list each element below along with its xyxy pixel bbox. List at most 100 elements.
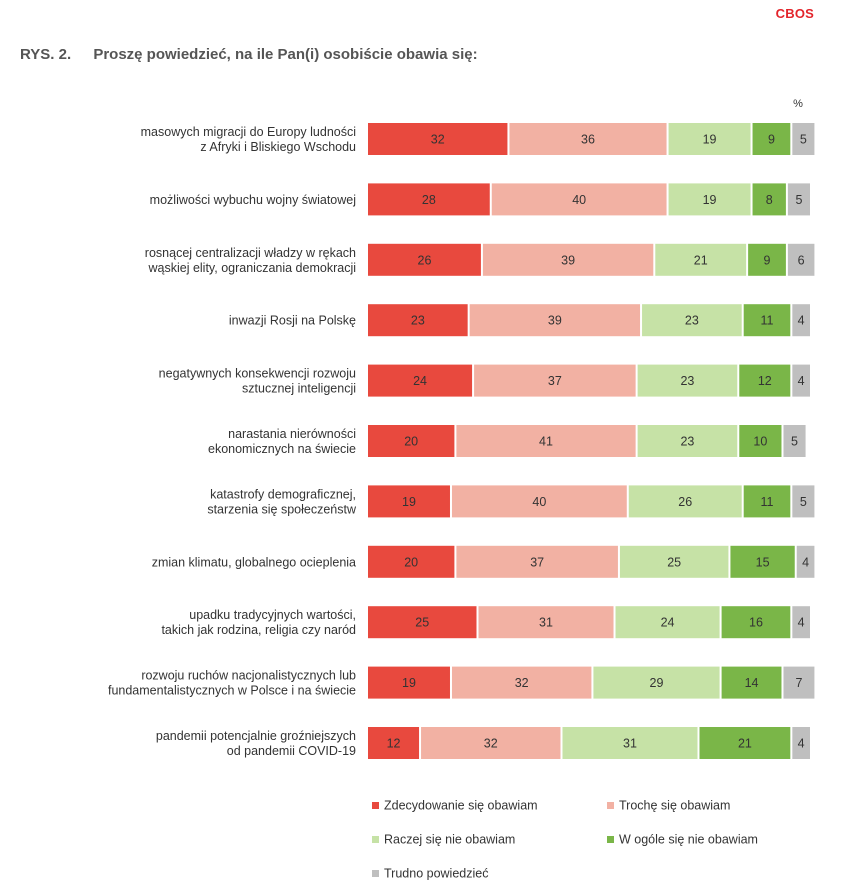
segment-value-label: 5 xyxy=(800,495,807,509)
segment-value-label: 19 xyxy=(703,133,717,147)
bar-segment xyxy=(368,183,490,216)
bar-segment xyxy=(482,243,654,276)
bar-segment xyxy=(787,183,810,216)
segment-value-label: 4 xyxy=(802,555,809,569)
bar-segment xyxy=(655,243,747,276)
bar-segment xyxy=(491,183,667,216)
segment-value-label: 26 xyxy=(418,253,432,267)
bar-segment xyxy=(368,666,450,699)
legend-swatch xyxy=(372,836,379,843)
segment-value-label: 4 xyxy=(798,737,805,751)
bar-segment xyxy=(368,243,481,276)
segment-value-label: 4 xyxy=(798,616,805,630)
segment-value-label: 39 xyxy=(561,253,575,267)
category-label: narastania nierówności ekonomicznych na ś… xyxy=(208,427,356,456)
segment-value-label: 31 xyxy=(623,737,637,751)
bar-segment xyxy=(743,485,791,518)
legend-swatch xyxy=(372,870,379,877)
bar-segment xyxy=(368,123,508,155)
bar-segment xyxy=(637,364,738,397)
segment-value-label: 11 xyxy=(761,314,774,328)
bar-segment xyxy=(792,727,810,759)
segment-value-label: 8 xyxy=(766,193,773,207)
bar-segment xyxy=(743,304,791,337)
segment-value-label: 4 xyxy=(798,314,805,328)
segment-value-label: 32 xyxy=(431,133,445,147)
unit-label: % xyxy=(793,98,803,110)
bar-segment xyxy=(421,727,561,759)
bar-segment xyxy=(730,545,795,578)
bar-segment xyxy=(451,485,627,518)
segment-value-label: 36 xyxy=(581,133,595,147)
bar-segment xyxy=(721,606,791,639)
segment-value-label: 9 xyxy=(768,133,775,147)
bar-segment xyxy=(739,425,782,457)
bar-segment xyxy=(748,243,786,276)
bar-segment xyxy=(787,243,815,276)
legend-label: Raczej się nie obawiam xyxy=(384,833,515,847)
bar-segment xyxy=(368,606,477,639)
bar-segment xyxy=(752,183,786,216)
segment-value-label: 21 xyxy=(694,253,708,267)
segment-value-label: 14 xyxy=(745,676,759,690)
bar-segment xyxy=(668,123,751,155)
bar-segment xyxy=(699,727,791,759)
bar-segment xyxy=(456,545,618,578)
bar-segment xyxy=(752,123,791,155)
segment-value-label: 16 xyxy=(749,616,763,630)
bar-segment xyxy=(368,727,420,759)
bar-segment xyxy=(469,304,641,337)
category-label: masowych migracji do Europy ludności z Af… xyxy=(141,125,356,154)
segment-value-label: 26 xyxy=(678,495,692,509)
bar-segment xyxy=(478,606,614,639)
segment-value-label: 12 xyxy=(387,737,401,751)
segment-value-label: 28 xyxy=(422,193,436,207)
segment-value-label: 32 xyxy=(515,676,529,690)
segment-value-label: 37 xyxy=(548,374,562,388)
bar-segment xyxy=(796,545,815,578)
bar-segment xyxy=(792,364,810,397)
segment-value-label: 5 xyxy=(800,133,807,147)
segment-value-label: 9 xyxy=(764,253,771,267)
bar-segment xyxy=(368,545,455,578)
legend-label: W ogóle się nie obawiam xyxy=(619,833,758,847)
segment-value-label: 5 xyxy=(795,193,802,207)
chart-title: Proszę powiedzieć, na ile Pan(i) osobiśc… xyxy=(93,46,478,63)
bar-segment xyxy=(783,666,815,699)
bar-segment xyxy=(619,545,729,578)
bar-segment xyxy=(509,123,667,155)
bar-segment xyxy=(451,666,592,699)
category-label: możliwości wybuchu wojny światowej xyxy=(150,193,356,207)
segment-value-label: 11 xyxy=(761,495,774,509)
bar-segment xyxy=(739,364,791,397)
segment-value-label: 23 xyxy=(685,314,699,328)
segment-value-label: 19 xyxy=(703,193,717,207)
bar-segment xyxy=(792,606,810,639)
bar-segment xyxy=(637,425,738,457)
segment-value-label: 31 xyxy=(539,616,553,630)
segment-value-label: 19 xyxy=(402,676,416,690)
bar-segment xyxy=(615,606,720,639)
segment-value-label: 23 xyxy=(411,314,425,328)
legend-label: Trudno powiedzieć xyxy=(384,867,488,881)
bar-segment xyxy=(668,183,751,216)
figure-number: RYS. 2. xyxy=(20,46,72,63)
segment-value-label: 39 xyxy=(548,314,562,328)
segment-value-label: 24 xyxy=(661,616,675,630)
segment-value-label: 23 xyxy=(680,435,694,449)
segment-value-label: 5 xyxy=(791,435,798,449)
segment-value-label: 29 xyxy=(650,676,664,690)
bar-segment xyxy=(368,485,450,518)
bar-segment xyxy=(562,727,698,759)
category-label: pandemii potencjalnie groźniejszych od pa… xyxy=(156,729,356,758)
bar-segment xyxy=(368,425,455,457)
segment-value-label: 40 xyxy=(532,495,546,509)
bar-segment xyxy=(783,425,806,457)
legend-swatch xyxy=(607,802,614,809)
bar-segment xyxy=(593,666,720,699)
segment-value-label: 25 xyxy=(667,555,681,569)
bar-segment xyxy=(721,666,782,699)
segment-value-label: 32 xyxy=(484,737,498,751)
bar-segment xyxy=(368,304,468,337)
